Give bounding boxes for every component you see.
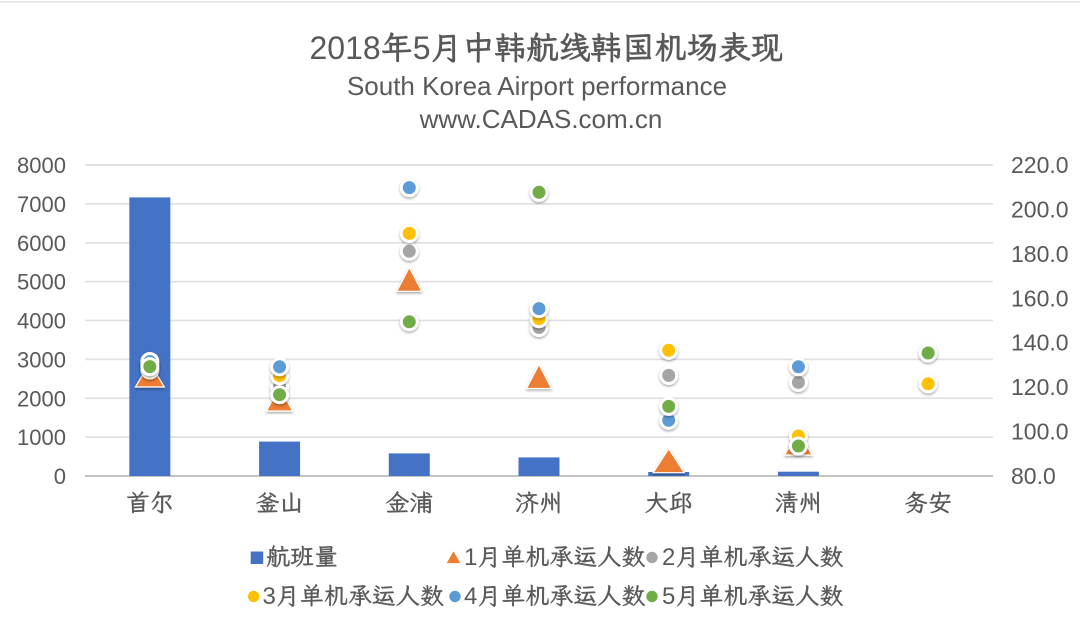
- svg-text:120.0: 120.0: [1011, 374, 1069, 400]
- svg-text:6000: 6000: [17, 231, 66, 256]
- svg-text:220.0: 220.0: [1011, 152, 1069, 178]
- svg-text:7000: 7000: [17, 192, 66, 217]
- svg-text:140.0: 140.0: [1011, 330, 1069, 356]
- svg-text:5000: 5000: [17, 270, 66, 295]
- svg-text:5: 5: [662, 583, 675, 610]
- svg-text:3: 3: [263, 583, 276, 610]
- svg-text:4: 4: [464, 583, 477, 610]
- svg-text:2018: 2018: [310, 30, 381, 66]
- svg-text:5: 5: [413, 30, 431, 66]
- svg-text:180.0: 180.0: [1011, 241, 1069, 267]
- svg-text:2000: 2000: [17, 386, 66, 411]
- svg-text:200.0: 200.0: [1011, 196, 1069, 222]
- svg-text:2: 2: [662, 544, 675, 571]
- svg-text:1: 1: [464, 544, 477, 571]
- svg-text:80.0: 80.0: [1011, 463, 1056, 489]
- svg-text:4000: 4000: [17, 309, 66, 334]
- svg-text:160.0: 160.0: [1011, 285, 1069, 311]
- svg-text:0: 0: [54, 464, 66, 489]
- svg-text:www.CADAS.com.cn: www.CADAS.com.cn: [419, 104, 663, 134]
- svg-text:8000: 8000: [17, 153, 66, 178]
- svg-text:100.0: 100.0: [1011, 419, 1069, 445]
- svg-text:1000: 1000: [17, 425, 66, 450]
- svg-text:3000: 3000: [17, 347, 66, 372]
- svg-text:South Korea Airport performanc: South Korea Airport performance: [347, 71, 727, 101]
